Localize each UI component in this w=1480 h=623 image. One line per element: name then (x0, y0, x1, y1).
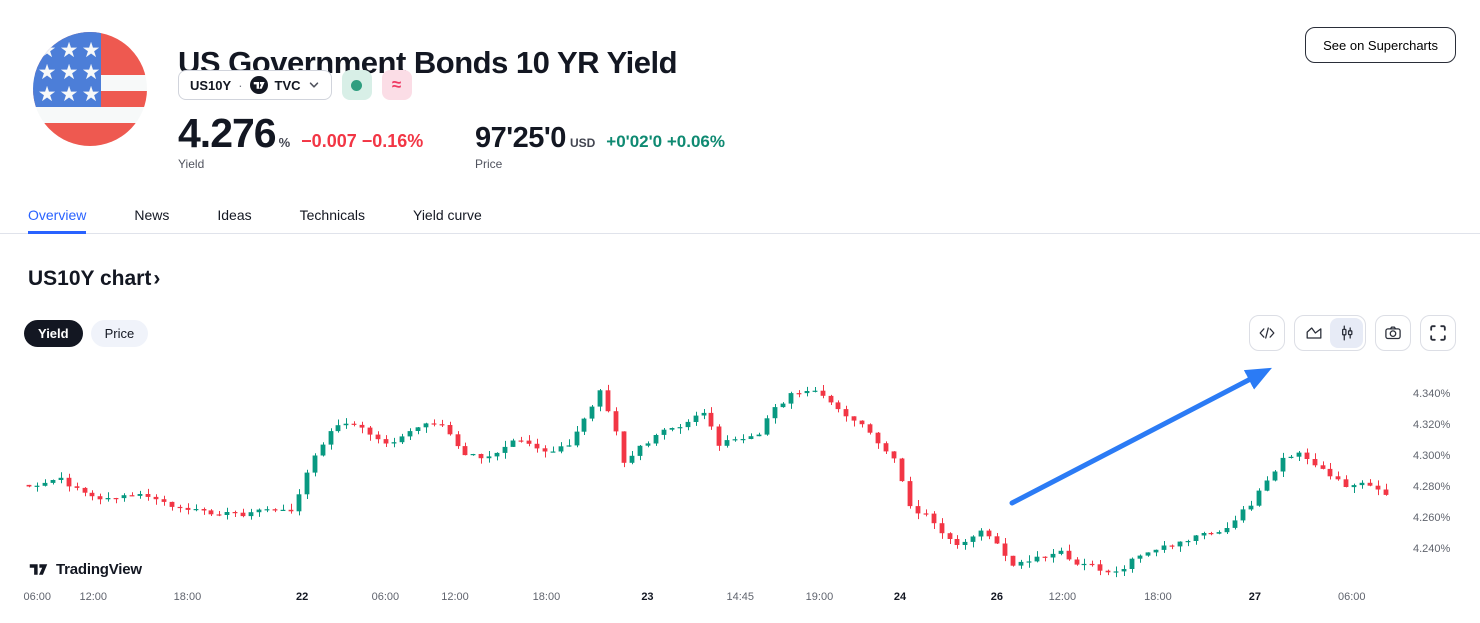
exchange-name: TVC (274, 77, 301, 93)
snapshot-button[interactable] (1375, 315, 1411, 351)
yield-stat-block: 4.276 % −0.007 −0.16% Yield (178, 112, 423, 171)
x-axis-label: 19:00 (805, 591, 834, 603)
area-chart-icon (1306, 327, 1321, 339)
yield-label: Yield (178, 157, 205, 171)
x-axis-label: 18:00 (173, 591, 202, 603)
x-axis-label: 23 (641, 591, 654, 603)
svg-text:★: ★ (82, 39, 101, 62)
area-chart-style-button[interactable] (1297, 318, 1330, 348)
market-open-dot-icon (351, 79, 363, 91)
svg-text:★: ★ (38, 39, 57, 62)
chevron-down-icon (309, 82, 318, 88)
symbol-name: US10Y (190, 77, 232, 93)
price-currency: USD (569, 136, 596, 150)
x-axis-label: 12:00 (1048, 591, 1077, 603)
svg-text:★: ★ (60, 61, 79, 84)
y-axis-label: 4.260% (1413, 512, 1451, 524)
x-axis-label: 14:45 (726, 591, 755, 603)
yield-toggle-button[interactable]: Yield (24, 320, 83, 347)
svg-text:★: ★ (38, 61, 57, 84)
wave-icon: ≈ (391, 75, 402, 94)
price-stat-block: 97'25'0 USD +0'02'0 +0.06% Price (475, 112, 725, 171)
trend-arrow-annotation (1009, 367, 1272, 506)
tab-technicals[interactable]: Technicals (299, 207, 365, 223)
candlestick-series (26, 384, 1389, 578)
svg-text:★: ★ (60, 83, 79, 106)
y-axis-label: 4.320% (1413, 419, 1451, 431)
yield-change: −0.007 −0.16% (301, 131, 424, 151)
candles-chart-style-button[interactable] (1330, 318, 1363, 348)
tradingview-wordmark: TradingView (56, 561, 142, 578)
svg-text:★: ★ (82, 83, 101, 106)
tradingview-exchange-icon (249, 76, 268, 94)
tradingview-attribution-link[interactable]: TradingView (28, 559, 142, 580)
x-axis-label: 12:00 (441, 591, 469, 603)
fullscreen-icon (1430, 325, 1446, 341)
yield-unit: % (278, 135, 291, 150)
y-axis-label: 4.240% (1413, 543, 1451, 555)
tab-overview[interactable]: Overview (28, 199, 87, 234)
tab-ideas[interactable]: Ideas (217, 207, 252, 223)
x-axis-label: 27 (1248, 591, 1261, 603)
chart-toolbar (1249, 315, 1456, 351)
price-change: +0'02'0 +0.06% (606, 132, 725, 151)
candles-icon (1341, 325, 1352, 341)
x-axis-label: 22 (295, 591, 309, 603)
tradingview-logo-icon (29, 564, 48, 575)
price-label: Price (475, 157, 503, 171)
y-axis-label: 4.300% (1413, 450, 1451, 462)
fullscreen-button[interactable] (1420, 315, 1456, 351)
x-axis-label: 18:00 (1144, 591, 1172, 603)
yield-value: 4.276 (178, 110, 277, 156)
chart-section-link[interactable]: US10Y chart› (28, 267, 160, 291)
see-on-supercharts-button[interactable]: See on Supercharts (1305, 27, 1456, 63)
y-axis-label: 4.340% (1413, 388, 1451, 400)
x-axis-label: 06:00 (1338, 591, 1366, 603)
symbol-badge-row: US10Y · TVC ≈ (178, 70, 412, 100)
x-axis-label: 06:00 (23, 591, 52, 603)
section-tabs: Overview News Ideas Technicals Yield cur… (0, 199, 1480, 234)
code-icon (1259, 327, 1275, 339)
symbol-switcher-button[interactable]: US10Y · TVC (178, 70, 332, 100)
chart-style-switcher[interactable] (1294, 315, 1366, 351)
us-flag-icon: ★ ★ ★ ★ ★ ★ ★ ★ ★ (33, 32, 147, 146)
x-axis-label: 06:00 (371, 591, 400, 603)
tab-yield-curve[interactable]: Yield curve (413, 207, 482, 223)
embed-code-button[interactable] (1249, 315, 1285, 351)
x-axis-label: 18:00 (532, 591, 561, 603)
chevron-right-icon: › (153, 267, 161, 290)
chart-mode-toggle: Yield Price (24, 320, 149, 347)
x-axis-label: 26 (990, 591, 1003, 603)
price-chart-canvas[interactable] (0, 356, 1480, 592)
y-axis-label: 4.280% (1413, 481, 1451, 493)
camera-icon (1385, 326, 1401, 340)
x-axis-label: 12:00 (79, 591, 108, 603)
similar-symbols-button[interactable]: ≈ (381, 70, 412, 100)
svg-text:★: ★ (82, 61, 101, 84)
price-value: 97'25'0 (475, 122, 566, 154)
price-toggle-button[interactable]: Price (90, 320, 149, 347)
market-status-indicator (341, 70, 372, 100)
svg-text:★: ★ (60, 39, 79, 62)
separator: · (238, 77, 243, 93)
tab-news[interactable]: News (134, 207, 170, 223)
chart-section-title: US10Y chart (28, 267, 152, 290)
svg-text:★: ★ (38, 83, 57, 106)
x-axis-label: 24 (893, 591, 907, 603)
